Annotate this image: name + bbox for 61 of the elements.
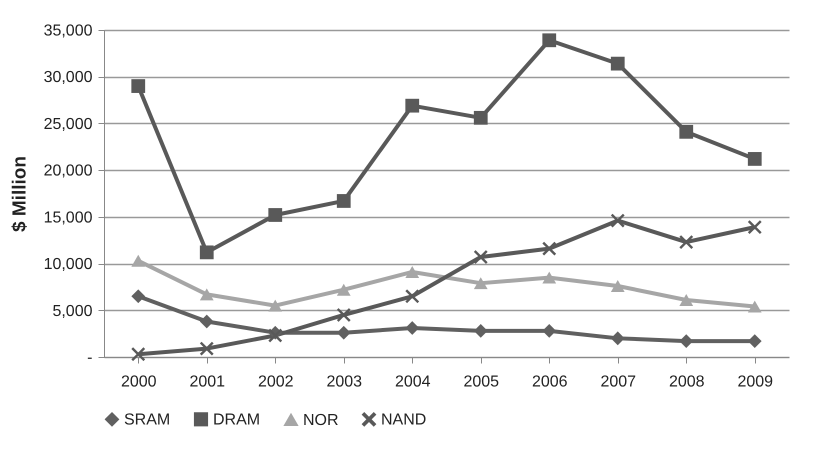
legend-label: SRAM: [124, 411, 170, 428]
point: [131, 254, 146, 267]
point: [268, 208, 282, 222]
point: [542, 272, 556, 284]
point: [200, 245, 214, 260]
point: [474, 250, 488, 264]
x-tick-label: 2008: [668, 374, 705, 390]
point: [542, 242, 556, 256]
legend-label: DRAM: [213, 411, 260, 428]
point: [474, 277, 488, 290]
x-tick-label: 2009: [737, 374, 774, 390]
y-tick-label: 35,000: [44, 22, 93, 40]
y-tick-label: -: [87, 350, 92, 366]
y-tick-label: 30,000: [44, 69, 93, 86]
point: [748, 220, 762, 234]
x-tick-label: 2002: [258, 374, 294, 390]
point: [200, 288, 214, 300]
point: [610, 214, 625, 228]
point: [405, 289, 420, 304]
point: [336, 308, 351, 322]
point: [131, 79, 146, 93]
y-tick-label: 10,000: [44, 256, 93, 274]
point: [131, 289, 146, 304]
x-tick-label: 2003: [326, 374, 362, 390]
point: [336, 326, 351, 340]
point: [679, 235, 694, 249]
point: [610, 280, 625, 292]
point: [268, 300, 282, 312]
point: [748, 300, 762, 313]
point: [405, 321, 420, 335]
legend-label: NOR: [303, 412, 339, 429]
x-tick-label: 2007: [600, 374, 636, 390]
x-tick-label: 2001: [189, 374, 226, 390]
y-axis-title: $ Million: [10, 156, 31, 232]
point: [542, 33, 556, 48]
x-tick-label: 2006: [532, 374, 568, 390]
point: [474, 324, 488, 338]
legend-label: NAND: [381, 411, 426, 428]
point: [748, 152, 762, 166]
point: [748, 334, 762, 348]
x-tick-label: 2000: [120, 374, 157, 390]
point: [405, 266, 420, 278]
point: [610, 56, 625, 71]
x-tick-label: 2005: [463, 374, 500, 390]
point: [131, 347, 146, 362]
point: [336, 194, 351, 208]
point: [474, 110, 488, 125]
y-tick-label: 5,000: [52, 302, 93, 320]
point: [336, 284, 351, 296]
y-tick-label: 15,000: [44, 209, 93, 226]
point: [610, 331, 625, 346]
y-tick-label: 25,000: [44, 116, 93, 133]
point: [679, 334, 694, 348]
point: [405, 98, 420, 113]
point: [542, 324, 556, 338]
point: [679, 124, 694, 139]
y-tick-label: 20,000: [44, 162, 93, 180]
x-tick-label: 2004: [394, 374, 431, 390]
point: [679, 294, 694, 306]
point: [200, 314, 214, 328]
point: [200, 342, 214, 356]
